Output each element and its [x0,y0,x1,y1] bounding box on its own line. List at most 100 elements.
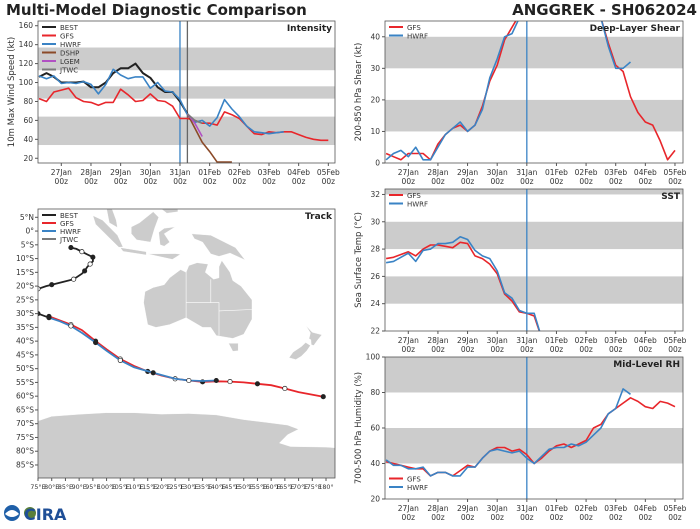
panel-sst: 22242628303227Jan00z28Jan00z29Jan00z30Ja… [354,188,687,354]
figure-title: Multi-Model Diagnostic Comparison [6,1,307,19]
x-tick-label: 00z [579,177,593,186]
lat-tick-label: 70°S [16,419,34,428]
plot-frame [37,20,336,164]
land-java [119,247,147,256]
x-tick-label: 00z [461,345,475,354]
track-point-best [49,282,55,288]
lat-tick-label: 5°N [20,213,34,222]
x-tick-label: 05Feb [317,168,340,177]
panel-intensity: 2040608010012014016027Jan00z28Jan00z29Ja… [7,20,340,186]
panel-title: Intensity [287,24,332,34]
y-tick-label: 20 [370,495,380,504]
panel-track: 5°N 0° 5°S 10°S 15°S 20°S 25°S 30°S 35°S 40°S 45°S… [16,208,336,491]
x-tick-label: 00z [490,345,504,354]
lat-tick-label: 0° [25,227,34,236]
lat-tick-label: 15°S [16,268,34,277]
land-sulawesi [158,226,176,247]
x-tick-label: 02Feb [228,168,251,177]
x-tick-label: 27Jan [51,168,72,177]
y-tick-label: 22 [370,327,380,336]
track-point-hwrf [186,377,192,384]
cira-logo-text: CIRA [24,505,67,524]
plot-area [385,189,683,331]
state-border [210,279,220,336]
x-tick-label: 05Feb [664,504,687,513]
x-tick-label: 29Jan [457,336,478,345]
x-tick-label: 02Feb [575,504,598,513]
x-tick-label: 28Jan [427,336,448,345]
x-tick-label: 00z [402,177,416,186]
y-tick-label: 100 [19,78,34,87]
lon-tick-label: 145°E [220,483,239,491]
x-tick-label: 28Jan [427,504,448,513]
lat-tick-label: 55°S [16,378,34,387]
x-tick-label: 00z [639,345,653,354]
y-tick-label: 140 [19,40,34,49]
track-point-hwrf [150,370,156,376]
x-tick-label: 05Feb [664,336,687,345]
x-tick-label: 01Feb [545,504,568,513]
lon-tick-label: 135°E [193,483,212,491]
x-tick-label: 00z [144,177,158,186]
lat-tick-label: 65°S [16,405,34,414]
y-axis-label: 10m Max Wind Speed (kt) [7,37,17,147]
x-tick-label: 29Jan [457,168,478,177]
y-tick-label: 100 [366,353,381,362]
legend-label: GFS [60,220,74,228]
y-tick-label: 80 [23,97,33,106]
y-tick-label: 26 [370,272,380,281]
panel-title: Track [305,212,333,222]
x-tick-label: 29Jan [110,168,131,177]
series-line-gfs [601,21,676,161]
panel-title: Mid-Level RH [613,360,680,370]
x-tick-label: 00z [639,513,653,522]
x-tick-label: 29Jan [457,504,478,513]
lon-tick-label: 125°E [166,483,185,491]
track-point-gfs [254,381,260,387]
lat-tick-label: 20°S [16,282,34,291]
legend-label: HWRF [60,41,81,49]
x-tick-label: 01Feb [545,336,568,345]
track-point-hwrf [93,339,99,346]
lat-tick-label: 85°S [16,460,34,469]
x-tick-label: 00z [550,177,564,186]
x-tick-label: 00z [639,177,653,186]
x-tick-label: 00z [233,177,247,186]
x-tick-label: 02Feb [575,168,598,177]
track-point-hwrf [46,315,52,321]
lat-tick-label: 5°S [21,240,35,249]
track-point-best [38,311,41,317]
x-tick-label: 00z [609,513,623,522]
track-point-best [38,286,41,292]
cira-logo: CIRA [4,505,67,524]
lon-tick-label: 130°E [179,483,198,491]
x-tick-label: 31Jan [516,168,537,177]
x-tick-label: 30Jan [487,504,508,513]
x-tick-label: 00z [114,177,128,186]
shaded-band [385,428,683,464]
lon-tick-label: 100°E [97,483,116,491]
track-point-best [87,261,93,267]
legend-label: GFS [407,24,421,32]
land-borneo [131,211,159,243]
track-line-best [38,246,94,290]
x-tick-label: 00z [431,513,445,522]
globe-icon [24,507,36,519]
x-tick-label: 00z [461,177,475,186]
lon-tick-label: 105°E [111,483,130,491]
x-tick-label: 01Feb [198,168,221,177]
y-tick-label: 120 [19,59,34,68]
y-tick-label: 40 [370,459,380,468]
series-line-hwrf [385,388,631,477]
shaded-band [385,357,683,393]
panel-mid-level-rh: 2040608010027Jan00z28Jan00z29Jan00z30Jan… [354,353,687,523]
x-tick-label: 28Jan [80,168,101,177]
x-tick-label: 00z [490,177,504,186]
track-point-gfs [282,385,288,392]
x-tick-label: 04Feb [634,336,657,345]
track-point-hwrf [213,377,219,384]
